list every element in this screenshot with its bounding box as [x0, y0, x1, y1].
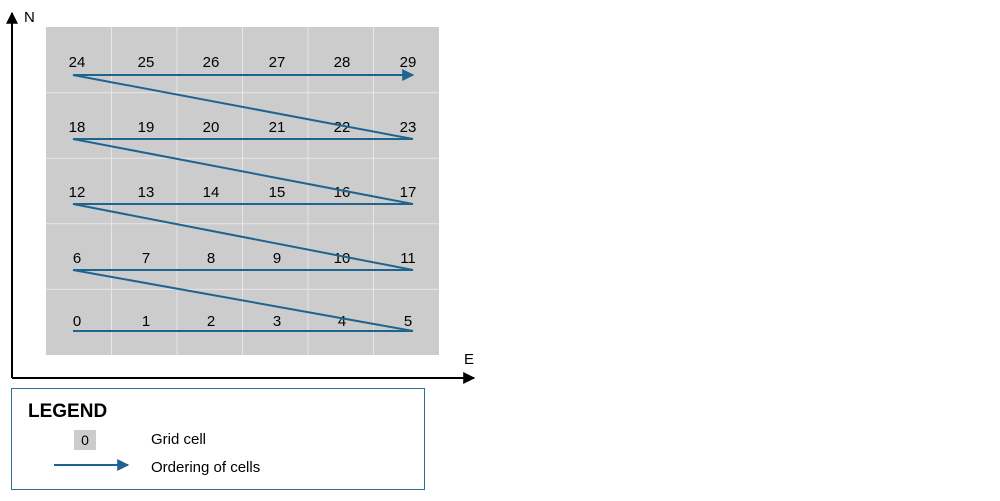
grid-cell-label: 9 [273, 250, 281, 267]
grid-cell-label: 15 [269, 184, 286, 201]
grid-cell-label: 21 [269, 119, 286, 136]
grid-cell-label: 28 [334, 54, 351, 71]
grid-cell-label: 20 [203, 119, 220, 136]
grid-cell-label: 19 [138, 119, 155, 136]
legend-arrow-icon [54, 459, 130, 471]
grid-cell-label: 22 [334, 119, 351, 136]
grid-cell-label: 25 [138, 54, 155, 71]
cell-ordering-path [72, 69, 415, 332]
grid-cell-label: 6 [73, 250, 81, 267]
grid-cell-label: 2 [207, 313, 215, 330]
grid-cell-label: 17 [400, 184, 417, 201]
grid-cell-label: 12 [69, 184, 86, 201]
grid-cell-label: 29 [400, 54, 417, 71]
grid-cell-label: 27 [269, 54, 286, 71]
grid-cell-label: 8 [207, 250, 215, 267]
legend-grid-cell-swatch: 0 [74, 430, 96, 450]
grid-cell-label: 5 [404, 313, 412, 330]
grid-cell-label: 0 [73, 313, 81, 330]
grid-cell-label: 23 [400, 119, 417, 136]
grid-cell-label: 26 [203, 54, 220, 71]
grid-cell-label: 13 [138, 184, 155, 201]
legend-grid-cell-label: Grid cell [151, 431, 207, 448]
grid-cell-label: 24 [69, 54, 86, 71]
grid-cell-label: 14 [203, 184, 220, 201]
grid-cell-label: 3 [273, 313, 281, 330]
grid-cell-label: 16 [334, 184, 351, 201]
legend-title: LEGEND [28, 401, 108, 422]
grid-cell-label: 7 [142, 250, 150, 267]
east-axis-label: E [464, 351, 474, 368]
grid-cell-label: 10 [334, 250, 351, 267]
grid-cell-label: 18 [69, 119, 86, 136]
legend-ordering-label: Ordering of cells [151, 459, 261, 476]
legend-box: LEGEND 0 Grid cell Ordering of cells [11, 388, 425, 490]
grid-cell-label: 1 [142, 313, 150, 330]
north-axis-label: N [24, 9, 35, 26]
grid-cell-label: 4 [338, 313, 346, 330]
grid-cell-label: 11 [400, 250, 416, 267]
